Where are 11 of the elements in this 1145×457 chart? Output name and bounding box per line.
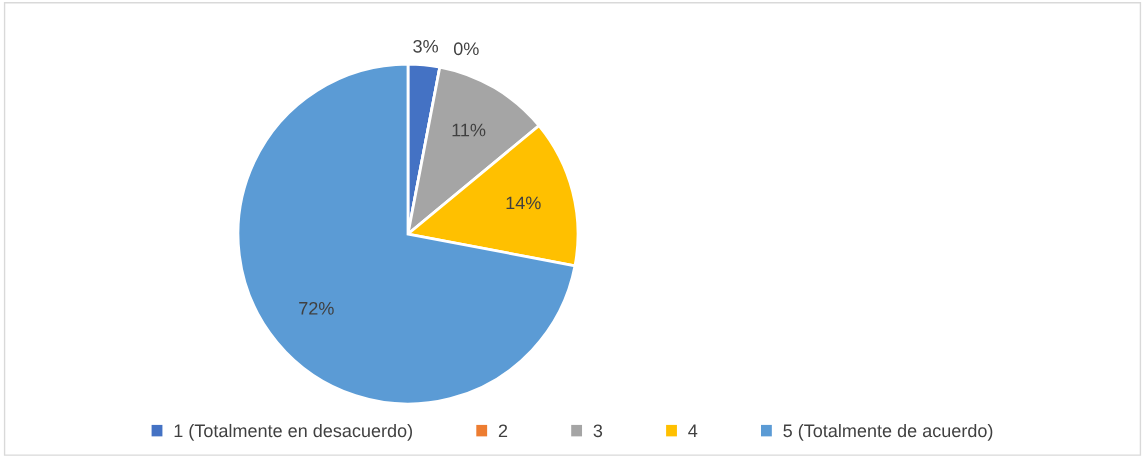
text: 0% xyxy=(453,42,479,56)
legend-label: 5 (Totalmente de acuerdo) xyxy=(783,423,993,441)
legend-label: 3 xyxy=(593,424,603,438)
legend-label: 2 xyxy=(498,424,508,437)
pie-slice xyxy=(236,62,577,406)
legend-label: 4 xyxy=(688,424,698,437)
data-label: 72% xyxy=(299,301,334,315)
data-label: 11% xyxy=(452,123,486,137)
legend-label: 1 (Totalmente en desacuerdo) xyxy=(174,423,413,441)
data-label: 14% xyxy=(506,196,541,210)
data-label: 3% xyxy=(413,39,438,53)
